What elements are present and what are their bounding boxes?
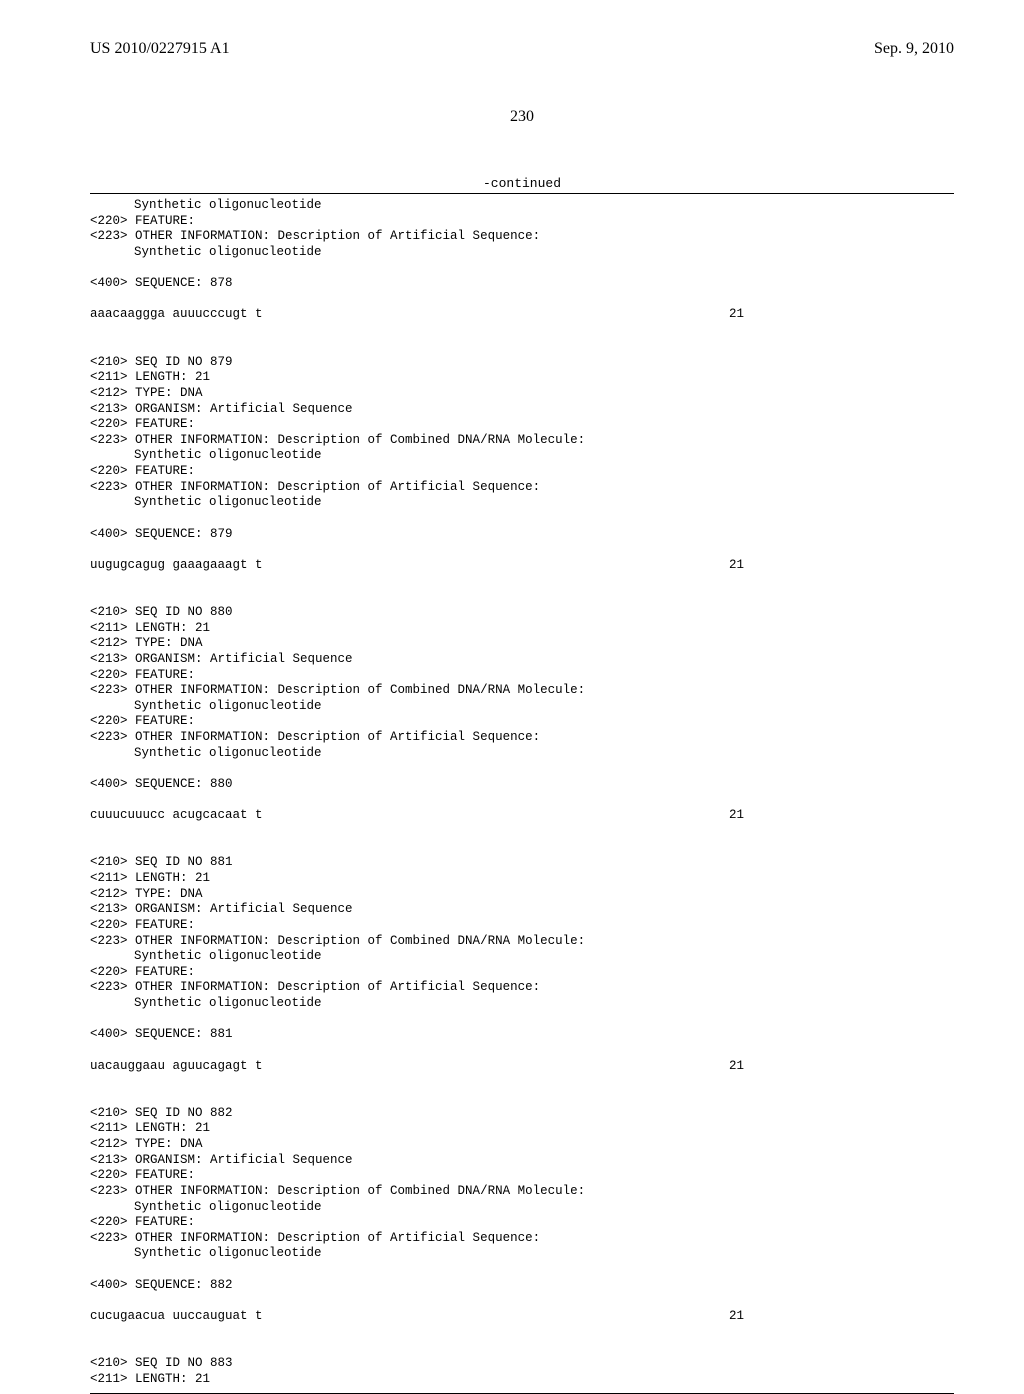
seq-meta-line: <212> TYPE: DNA — [90, 887, 954, 903]
sequence-row: cuuucuuucc acugcacaat t 21 — [90, 808, 954, 824]
sequence-text: cuuucuuucc acugcacaat t — [90, 808, 263, 824]
seq-meta-line: <220> FEATURE: — [90, 714, 954, 730]
seq-meta-line: <210> SEQ ID NO 883 — [90, 1356, 954, 1372]
section-gap — [90, 1090, 954, 1106]
seq-meta-line: <213> ORGANISM: Artificial Sequence — [90, 1153, 954, 1169]
sequence-section: <210> SEQ ID NO 879<211> LENGTH: 21<212>… — [90, 355, 954, 574]
seq-meta-line: <212> TYPE: DNA — [90, 386, 954, 402]
sequence-text: cucugaacua uuccauguat t — [90, 1309, 263, 1325]
seq-meta-indent: Synthetic oligonucleotide — [90, 198, 954, 214]
blank-line — [90, 261, 954, 277]
seq-meta-line: <220> FEATURE: — [90, 417, 954, 433]
seq-meta-line: <220> FEATURE: — [90, 918, 954, 934]
seq-meta-line: <212> TYPE: DNA — [90, 1137, 954, 1153]
seq-meta-line: <220> FEATURE: — [90, 668, 954, 684]
seq-meta-line: <220> FEATURE: — [90, 965, 954, 981]
sequence-length: 21 — [729, 808, 744, 824]
sequence-listing-block: Synthetic oligonucleotide<220> FEATURE:<… — [90, 193, 954, 1394]
seq-meta-line: <223> OTHER INFORMATION: Description of … — [90, 480, 954, 496]
seq-meta-line: <211> LENGTH: 21 — [90, 871, 954, 887]
seq-meta-line: <223> OTHER INFORMATION: Description of … — [90, 934, 954, 950]
seq-meta-line: <211> LENGTH: 21 — [90, 370, 954, 386]
seq-meta-indent: Synthetic oligonucleotide — [90, 1200, 954, 1216]
seq-meta-line: <223> OTHER INFORMATION: Description of … — [90, 1184, 954, 1200]
page-number: 230 — [90, 108, 954, 126]
blank-line — [90, 1012, 954, 1028]
blank-line — [90, 1262, 954, 1278]
blank-line — [90, 793, 954, 809]
seq-meta-line: <400> SEQUENCE: 880 — [90, 777, 954, 793]
seq-meta-line: <223> OTHER INFORMATION: Description of … — [90, 433, 954, 449]
seq-meta-indent: Synthetic oligonucleotide — [90, 245, 954, 261]
seq-meta-indent: Synthetic oligonucleotide — [90, 996, 954, 1012]
section-gap — [90, 1341, 954, 1357]
publication-date: Sep. 9, 2010 — [874, 40, 954, 58]
continued-label: -continued — [90, 176, 954, 191]
seq-meta-indent: Synthetic oligonucleotide — [90, 699, 954, 715]
seq-meta-line: <211> LENGTH: 21 — [90, 621, 954, 637]
page-header: US 2010/0227915 A1 Sep. 9, 2010 — [90, 40, 954, 58]
seq-meta-line: <210> SEQ ID NO 880 — [90, 605, 954, 621]
seq-meta-line: <210> SEQ ID NO 879 — [90, 355, 954, 371]
section-gap — [90, 339, 954, 355]
seq-meta-line: <213> ORGANISM: Artificial Sequence — [90, 652, 954, 668]
seq-meta-line: <211> LENGTH: 21 — [90, 1121, 954, 1137]
seq-meta-indent: Synthetic oligonucleotide — [90, 448, 954, 464]
seq-meta-line: <220> FEATURE: — [90, 1215, 954, 1231]
sequence-length: 21 — [729, 1309, 744, 1325]
sequence-length: 21 — [729, 1059, 744, 1075]
sequence-length: 21 — [729, 558, 744, 574]
blank-line — [90, 1293, 954, 1309]
sequence-row: cucugaacua uuccauguat t 21 — [90, 1309, 954, 1325]
sequence-text: aaacaaggga auuucccugt t — [90, 307, 263, 323]
blank-line — [90, 761, 954, 777]
blank-line — [90, 292, 954, 308]
seq-meta-line: <400> SEQUENCE: 881 — [90, 1027, 954, 1043]
sequence-row: aaacaaggga auuucccugt t 21 — [90, 307, 954, 323]
sequence-section: <210> SEQ ID NO 880<211> LENGTH: 21<212>… — [90, 605, 954, 824]
sequence-row: uugugcagug gaaagaaagt t 21 — [90, 558, 954, 574]
seq-meta-line: <210> SEQ ID NO 882 — [90, 1106, 954, 1122]
seq-meta-line: <213> ORGANISM: Artificial Sequence — [90, 902, 954, 918]
section-gap — [90, 589, 954, 605]
seq-meta-line: <212> TYPE: DNA — [90, 636, 954, 652]
sequence-length: 21 — [729, 307, 744, 323]
seq-meta-line: <213> ORGANISM: Artificial Sequence — [90, 402, 954, 418]
seq-meta-indent: Synthetic oligonucleotide — [90, 1246, 954, 1262]
seq-meta-indent: Synthetic oligonucleotide — [90, 746, 954, 762]
blank-line — [90, 1043, 954, 1059]
sequence-section: <210> SEQ ID NO 881<211> LENGTH: 21<212>… — [90, 855, 954, 1074]
seq-meta-line: <223> OTHER INFORMATION: Description of … — [90, 730, 954, 746]
seq-meta-line: <400> SEQUENCE: 882 — [90, 1278, 954, 1294]
sequence-row: uacauggaau aguucagagt t 21 — [90, 1059, 954, 1075]
seq-meta-line: <223> OTHER INFORMATION: Description of … — [90, 229, 954, 245]
seq-meta-indent: Synthetic oligonucleotide — [90, 495, 954, 511]
sequence-section: Synthetic oligonucleotide<220> FEATURE:<… — [90, 198, 954, 323]
blank-line — [90, 542, 954, 558]
blank-line — [90, 511, 954, 527]
seq-meta-line: <220> FEATURE: — [90, 214, 954, 230]
seq-meta-line: <220> FEATURE: — [90, 1168, 954, 1184]
seq-meta-line: <220> FEATURE: — [90, 464, 954, 480]
seq-meta-line: <211> LENGTH: 21 — [90, 1372, 954, 1388]
seq-meta-line: <210> SEQ ID NO 881 — [90, 855, 954, 871]
sequence-text: uugugcagug gaaagaaagt t — [90, 558, 263, 574]
seq-meta-line: <223> OTHER INFORMATION: Description of … — [90, 683, 954, 699]
sequence-section: <210> SEQ ID NO 883<211> LENGTH: 21 — [90, 1356, 954, 1387]
sequence-text: uacauggaau aguucagagt t — [90, 1059, 263, 1075]
publication-number: US 2010/0227915 A1 — [90, 40, 230, 58]
seq-meta-line: <400> SEQUENCE: 878 — [90, 276, 954, 292]
seq-meta-line: <400> SEQUENCE: 879 — [90, 527, 954, 543]
seq-meta-indent: Synthetic oligonucleotide — [90, 949, 954, 965]
sequence-section: <210> SEQ ID NO 882<211> LENGTH: 21<212>… — [90, 1106, 954, 1325]
seq-meta-line: <223> OTHER INFORMATION: Description of … — [90, 980, 954, 996]
seq-meta-line: <223> OTHER INFORMATION: Description of … — [90, 1231, 954, 1247]
section-gap — [90, 840, 954, 856]
